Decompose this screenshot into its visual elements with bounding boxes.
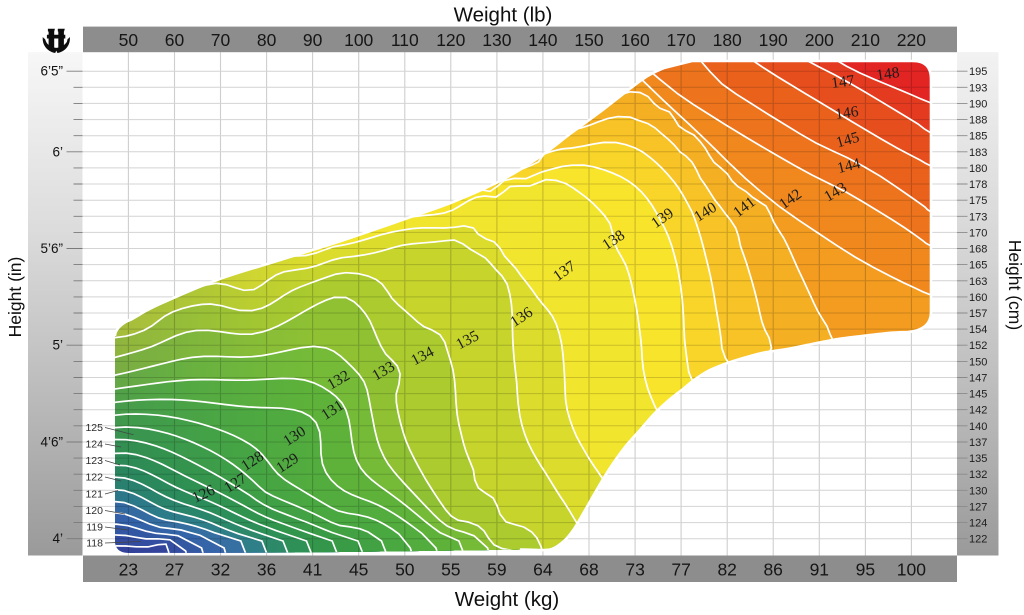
svg-text:142: 142 xyxy=(969,405,987,417)
svg-text:4’6”: 4’6” xyxy=(40,435,63,450)
svg-text:140: 140 xyxy=(969,421,987,433)
svg-text:Weight (lb): Weight (lb) xyxy=(454,4,553,27)
svg-text:148: 148 xyxy=(875,64,901,84)
svg-text:Weight (kg): Weight (kg) xyxy=(455,588,559,611)
svg-text:178: 178 xyxy=(969,179,987,191)
svg-text:150: 150 xyxy=(574,30,603,50)
svg-text:100: 100 xyxy=(344,30,373,50)
svg-text:5’6”: 5’6” xyxy=(40,241,63,256)
svg-text:170: 170 xyxy=(666,30,695,50)
svg-text:140: 140 xyxy=(528,30,557,50)
svg-text:154: 154 xyxy=(969,324,987,336)
svg-text:4’: 4’ xyxy=(52,531,63,546)
svg-text:5’: 5’ xyxy=(52,338,63,353)
svg-text:27: 27 xyxy=(165,560,184,580)
svg-text:60: 60 xyxy=(165,30,185,50)
svg-text:45: 45 xyxy=(349,560,368,580)
svg-text:150: 150 xyxy=(969,356,987,368)
svg-text:68: 68 xyxy=(579,560,598,580)
svg-text:127: 127 xyxy=(969,501,987,513)
svg-text:195: 195 xyxy=(969,66,987,78)
svg-text:173: 173 xyxy=(969,211,987,223)
svg-text:130: 130 xyxy=(969,485,987,497)
svg-text:95: 95 xyxy=(856,560,875,580)
svg-text:190: 190 xyxy=(969,98,987,110)
svg-text:190: 190 xyxy=(759,30,788,50)
svg-text:50: 50 xyxy=(119,30,139,50)
svg-text:6’: 6’ xyxy=(52,144,63,159)
svg-text:Height (cm): Height (cm) xyxy=(1005,240,1024,330)
svg-text:135: 135 xyxy=(969,453,987,465)
svg-text:36: 36 xyxy=(257,560,276,580)
svg-text:80: 80 xyxy=(257,30,277,50)
svg-text:23: 23 xyxy=(119,560,138,580)
svg-text:121: 121 xyxy=(85,489,103,501)
svg-text:160: 160 xyxy=(969,292,987,304)
svg-text:165: 165 xyxy=(969,260,987,272)
svg-text:145: 145 xyxy=(969,389,987,401)
svg-text:160: 160 xyxy=(620,30,649,50)
svg-text:180: 180 xyxy=(969,163,987,175)
svg-text:55: 55 xyxy=(441,560,460,580)
svg-text:110: 110 xyxy=(391,30,419,50)
svg-text:59: 59 xyxy=(487,560,506,580)
svg-text:77: 77 xyxy=(671,560,690,580)
svg-text:73: 73 xyxy=(625,560,644,580)
svg-text:100: 100 xyxy=(897,560,926,580)
svg-text:200: 200 xyxy=(805,30,834,50)
svg-text:122: 122 xyxy=(969,534,987,546)
svg-text:157: 157 xyxy=(969,308,987,320)
svg-text:123: 123 xyxy=(85,455,103,467)
svg-text:41: 41 xyxy=(303,560,322,580)
svg-text:137: 137 xyxy=(969,437,987,449)
svg-text:220: 220 xyxy=(897,30,926,50)
svg-text:6’5”: 6’5” xyxy=(40,64,63,79)
svg-text:119: 119 xyxy=(86,522,103,534)
svg-text:183: 183 xyxy=(969,147,987,159)
svg-text:147: 147 xyxy=(830,72,856,92)
svg-text:70: 70 xyxy=(211,30,231,50)
svg-text:91: 91 xyxy=(810,560,829,580)
svg-text:146: 146 xyxy=(834,103,860,123)
svg-text:175: 175 xyxy=(969,195,987,207)
svg-text:122: 122 xyxy=(85,472,103,484)
svg-text:168: 168 xyxy=(969,244,987,256)
svg-text:147: 147 xyxy=(969,373,987,385)
svg-text:144: 144 xyxy=(835,155,862,177)
svg-text:125: 125 xyxy=(85,422,103,434)
svg-text:180: 180 xyxy=(713,30,742,50)
svg-text:152: 152 xyxy=(969,340,987,352)
svg-text:120: 120 xyxy=(85,505,103,517)
svg-text:185: 185 xyxy=(969,131,987,143)
svg-text:86: 86 xyxy=(763,560,782,580)
svg-text:210: 210 xyxy=(851,30,880,50)
svg-text:188: 188 xyxy=(969,115,987,127)
svg-text:170: 170 xyxy=(969,227,987,239)
svg-text:82: 82 xyxy=(717,560,736,580)
svg-text:118: 118 xyxy=(86,538,103,550)
svg-text:32: 32 xyxy=(211,560,230,580)
svg-text:193: 193 xyxy=(969,82,987,94)
svg-text:163: 163 xyxy=(969,276,987,288)
svg-text:120: 120 xyxy=(436,30,465,50)
svg-text:Height (in): Height (in) xyxy=(5,257,25,338)
svg-text:132: 132 xyxy=(969,469,987,481)
svg-text:50: 50 xyxy=(395,560,415,580)
svg-text:145: 145 xyxy=(834,129,861,152)
svg-text:124: 124 xyxy=(85,439,103,451)
svg-text:130: 130 xyxy=(482,30,511,50)
svg-text:124: 124 xyxy=(969,518,987,530)
svg-text:64: 64 xyxy=(533,560,553,580)
svg-text:90: 90 xyxy=(303,30,323,50)
